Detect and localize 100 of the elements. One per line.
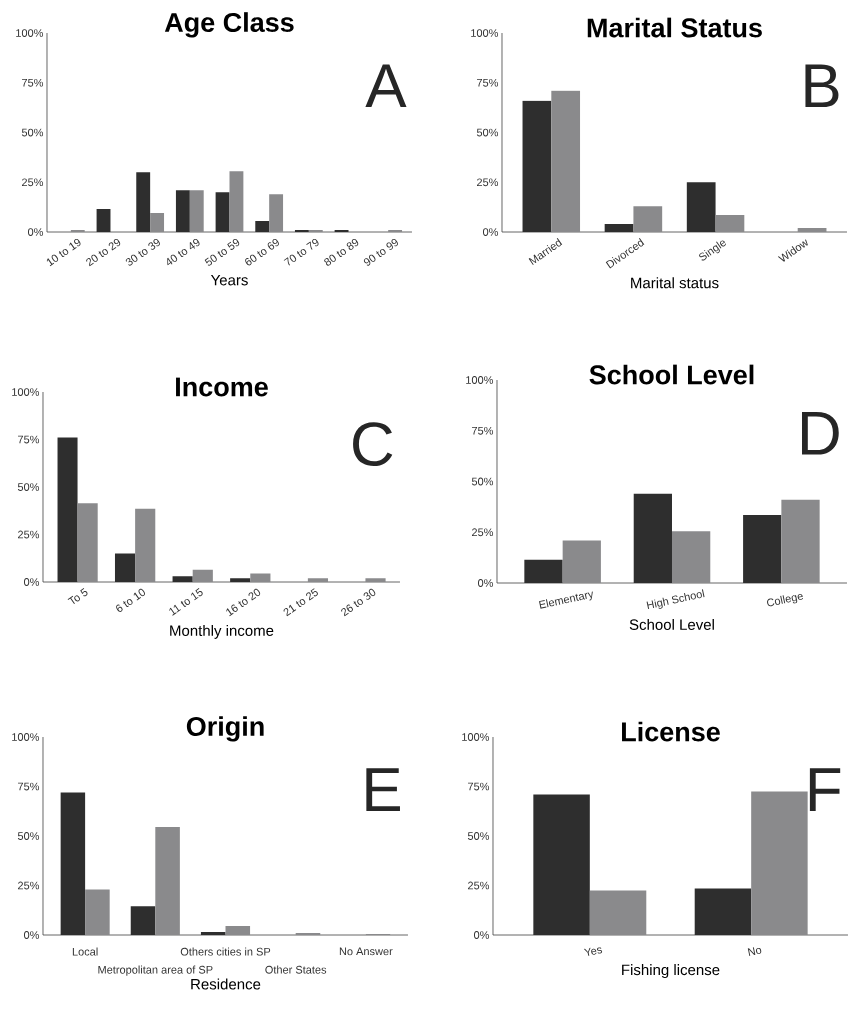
- y-tick-label: 100%: [462, 733, 490, 741]
- chart-title: School Level: [589, 364, 754, 385]
- y-tick-label: 25%: [22, 178, 44, 187]
- bar: [694, 888, 752, 936]
- x-tick-label: 30 to 39: [125, 238, 160, 266]
- bar: [172, 576, 193, 583]
- y-tick-label: 0%: [23, 931, 40, 939]
- bar: [77, 503, 98, 583]
- bar: [150, 213, 165, 233]
- x-tick-label: 60 to 69: [245, 238, 279, 266]
- x-tick-label: Others cities in SP: [180, 947, 271, 956]
- bar: [365, 578, 386, 583]
- bar: [96, 209, 111, 233]
- y-tick-label: 75%: [18, 435, 40, 444]
- x-axis-title: Residence: [191, 978, 261, 990]
- chart-title: Income: [176, 377, 268, 397]
- x-tick-label: 50 to 59: [204, 238, 240, 266]
- bar: [604, 224, 634, 233]
- y-tick-label: 75%: [468, 782, 490, 791]
- y-tick-label: 100%: [466, 376, 494, 384]
- bar: [269, 194, 284, 233]
- bar: [797, 228, 827, 233]
- y-tick-label: 100%: [471, 29, 499, 37]
- y-tick-label: 50%: [21, 128, 44, 137]
- y-tick-label: 0%: [477, 579, 494, 587]
- x-axis-title: Marital status: [631, 277, 719, 289]
- y-tick-label: 0%: [482, 228, 499, 236]
- x-axis-title: Fishing license: [622, 964, 720, 979]
- bar: [200, 932, 226, 936]
- x-tick-label: 70 to 79: [283, 238, 319, 266]
- x-tick-label: Elementary: [539, 591, 593, 609]
- y-tick-label: 100%: [12, 388, 40, 396]
- annotation: F: [809, 768, 841, 811]
- x-tick-label: High School: [646, 589, 705, 610]
- x-tick-label: 6 to 10: [116, 588, 146, 612]
- x-tick-label: 16 to 20: [226, 588, 261, 617]
- x-tick-label: 10 to 19: [46, 238, 81, 267]
- y-tick-label: 75%: [477, 78, 499, 87]
- bar: [686, 182, 716, 233]
- bar: [255, 221, 270, 233]
- bar: [155, 827, 180, 936]
- bar: [524, 559, 563, 584]
- annotation: D: [802, 411, 839, 455]
- y-tick-label: 50%: [476, 128, 499, 137]
- bar: [175, 190, 190, 233]
- bar: [562, 540, 601, 584]
- x-tick-label: 40 to 49: [167, 238, 200, 266]
- bar: [130, 906, 156, 936]
- y-tick-label: 100%: [12, 733, 40, 741]
- bar: [743, 515, 782, 584]
- bar: [715, 215, 745, 233]
- y-tick-label: 25%: [18, 530, 40, 539]
- bar: [114, 553, 136, 583]
- bar: [57, 437, 78, 583]
- x-tick-label: No Answer: [339, 947, 393, 956]
- bar: [189, 190, 204, 233]
- bar: [522, 100, 552, 233]
- bar: [229, 171, 244, 233]
- y-tick-label: 50%: [17, 483, 40, 491]
- chart-title: Age Class: [164, 12, 294, 38]
- bar: [135, 508, 156, 583]
- bar: [671, 531, 711, 584]
- bar: [60, 792, 86, 936]
- chart-title: Origin: [186, 716, 264, 742]
- y-tick-label: 0%: [23, 578, 40, 586]
- x-axis-title: Monthly income: [170, 624, 274, 639]
- x-tick-label: To 5: [67, 588, 88, 605]
- x-axis-title: School Level: [629, 618, 714, 630]
- bar: [230, 578, 251, 583]
- bar: [307, 578, 329, 583]
- bar: [215, 192, 230, 233]
- annotation: C: [353, 422, 393, 467]
- x-tick-label: Local: [72, 947, 98, 956]
- y-tick-label: 50%: [17, 832, 40, 840]
- bar: [225, 926, 251, 936]
- x-tick-label: 20 to 29: [86, 238, 121, 267]
- x-tick-label: 26 to 30: [341, 588, 376, 617]
- x-tick-label: 90 to 99: [363, 238, 398, 266]
- bar: [250, 573, 271, 583]
- annotation: A: [365, 64, 407, 108]
- chart-title: Marital Status: [587, 17, 762, 38]
- bar: [751, 791, 808, 936]
- y-tick-label: 75%: [22, 78, 44, 87]
- y-tick-label: 25%: [472, 528, 494, 537]
- x-tick-label: 80 to 89: [324, 238, 359, 266]
- x-tick-label: 11 to 15: [169, 588, 203, 616]
- y-tick-label: 0%: [473, 931, 490, 939]
- bar: [781, 499, 820, 584]
- y-tick-label: 50%: [471, 477, 494, 486]
- annotation: E: [366, 768, 400, 811]
- bar: [633, 493, 672, 584]
- bar: [192, 569, 213, 583]
- x-tick-label: No: [747, 947, 762, 956]
- x-tick-label: Other States: [265, 965, 327, 974]
- y-tick-label: 25%: [468, 881, 490, 890]
- y-tick-label: 100%: [16, 29, 44, 37]
- y-tick-label: 25%: [18, 881, 40, 890]
- chart-title: License: [622, 721, 720, 742]
- x-tick-label: College: [767, 593, 803, 607]
- bar: [533, 794, 590, 936]
